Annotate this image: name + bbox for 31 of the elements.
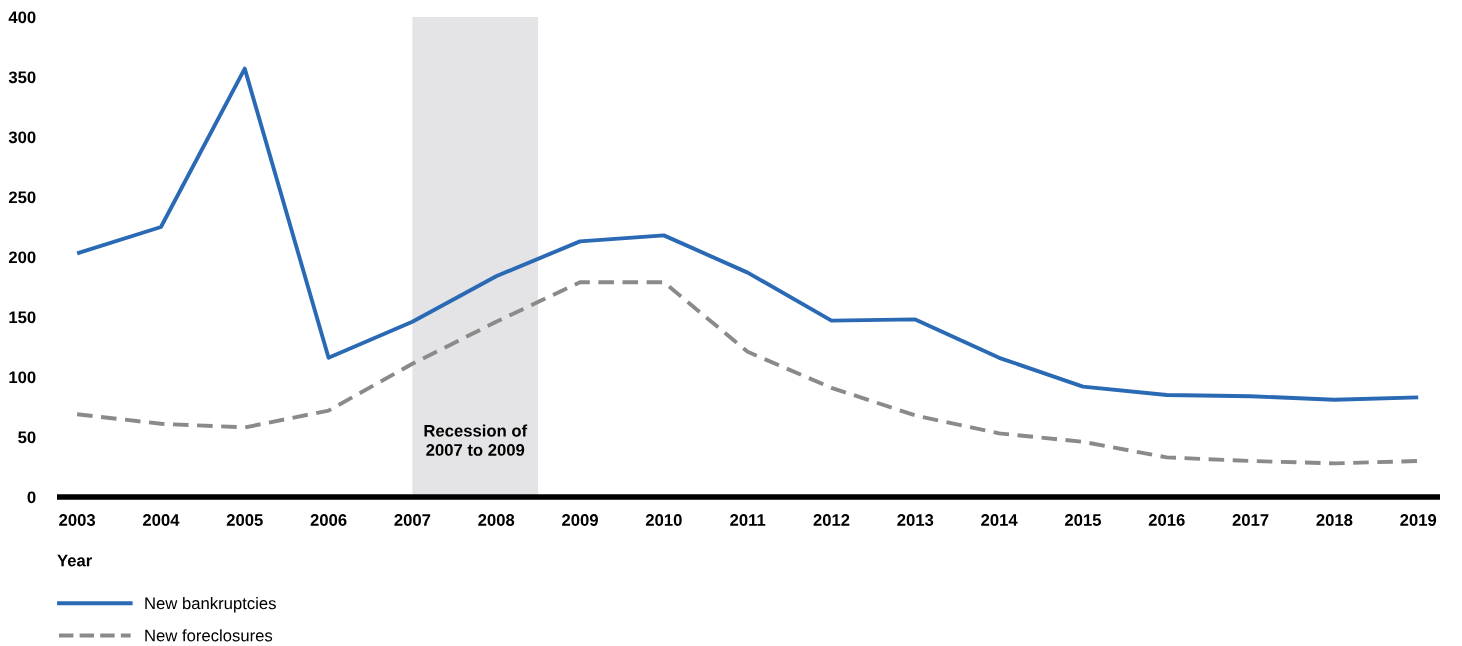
x-tick-label: 2004: [142, 514, 180, 526]
x-tick-label: 2011: [730, 514, 766, 526]
y-tick-label: 350: [8, 71, 36, 84]
x-tick-label: 2017: [1232, 514, 1269, 526]
x-tick-label: 2014: [981, 514, 1018, 526]
x-tick-label: 2008: [478, 514, 515, 526]
x-axis-title: Year: [57, 554, 92, 567]
y-tick-label: 0: [27, 491, 36, 504]
x-tick-label: 2006: [310, 514, 347, 526]
x-tick-label: 2015: [1064, 514, 1102, 526]
x-tick-label: 2012: [813, 514, 850, 526]
legend-label: New bankruptcies: [145, 597, 276, 613]
y-tick-label: 150: [9, 311, 36, 324]
x-tick-label: 2003: [59, 514, 96, 526]
y-tick-label: 200: [8, 251, 36, 264]
x-tick-label: 2009: [562, 514, 598, 526]
x-tick-label: 2013: [897, 514, 934, 526]
x-tick-label: 2005: [226, 514, 263, 526]
band-label: Recession of 2007 to 2009: [424, 424, 528, 456]
x-tick-label: 2010: [645, 514, 682, 526]
line-series: [75, 66, 1421, 402]
x-tick-label: 2019: [1400, 514, 1437, 526]
x-tick-label: 2007: [394, 514, 431, 526]
y-tick-label: 250: [8, 191, 36, 204]
x-tick-label: 2018: [1316, 514, 1353, 526]
x-tick-label: 2016: [1148, 514, 1185, 526]
y-tick-label: 300: [8, 131, 36, 144]
y-tick-label: 50: [18, 431, 36, 444]
legend-label: New foreclosures: [145, 629, 273, 642]
y-tick-label: 400: [8, 11, 36, 24]
y-tick-label: 100: [9, 371, 36, 384]
